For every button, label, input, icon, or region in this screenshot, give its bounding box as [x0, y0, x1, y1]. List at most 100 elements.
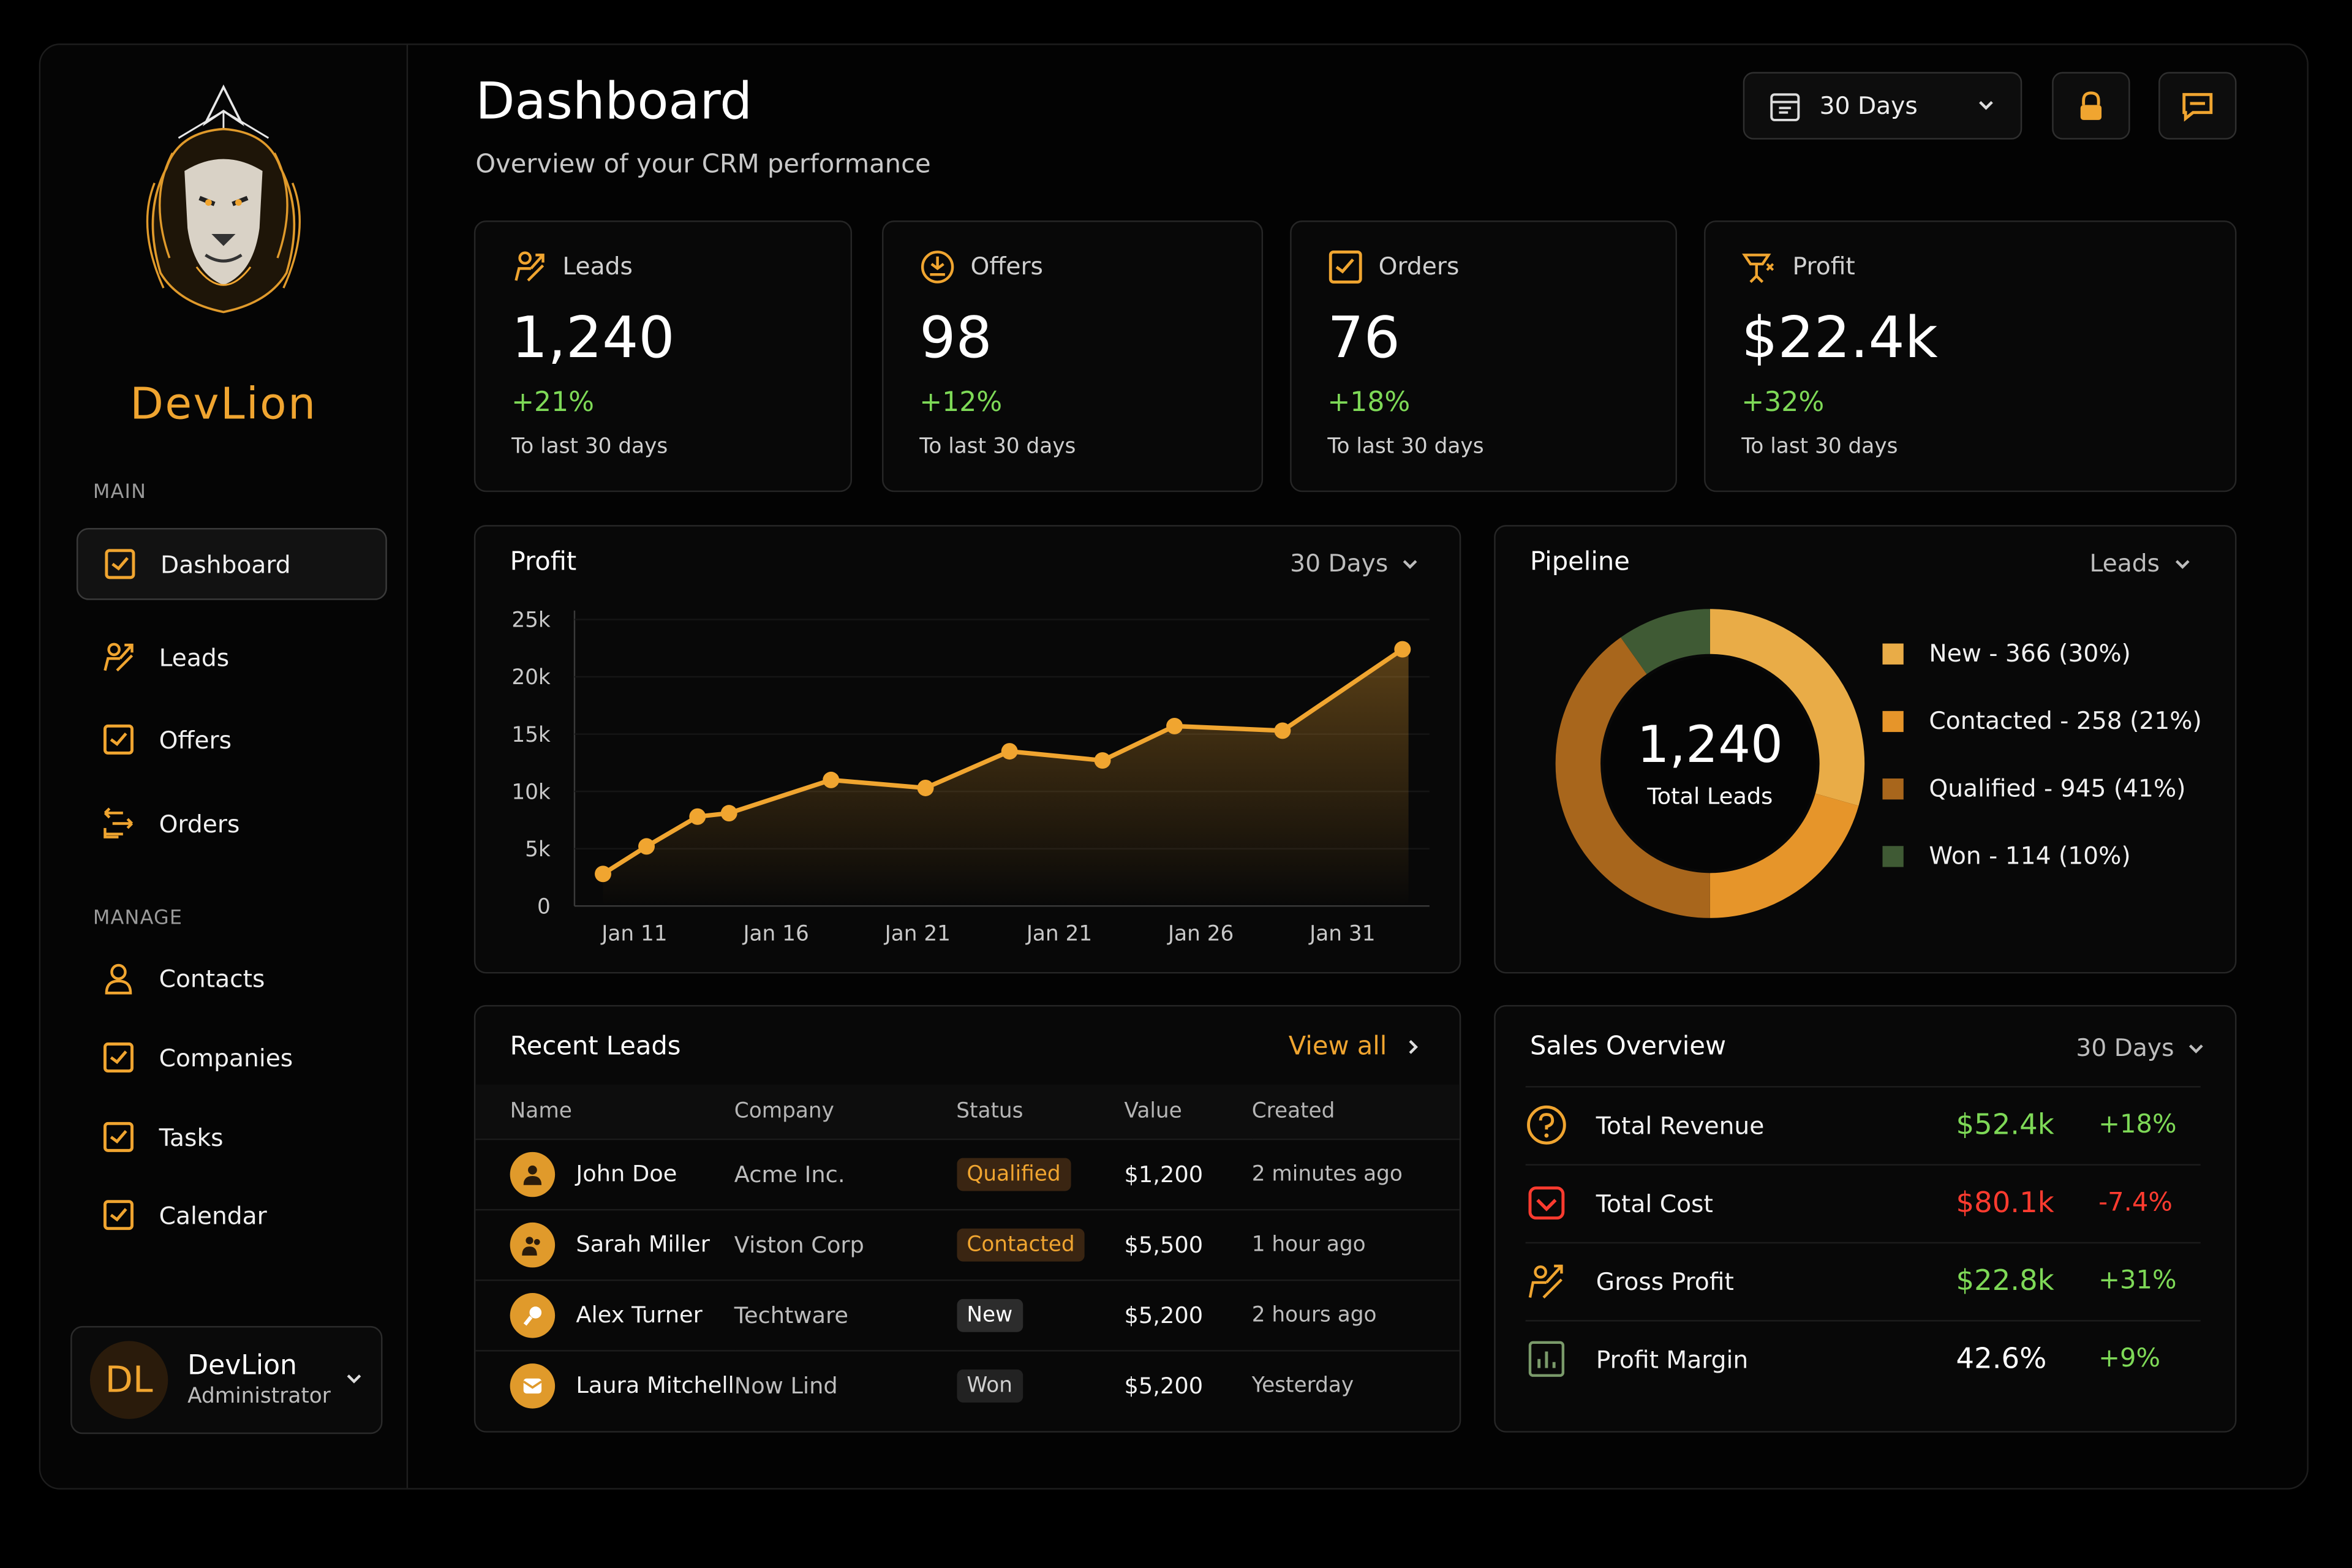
- page-title: Dashboard: [475, 72, 753, 132]
- y-tick-label: 15k: [511, 723, 551, 747]
- table-row[interactable]: Laura Mitchell Now Lind Won $5,200 Yeste…: [475, 1350, 1460, 1421]
- sales-row-profit-margin[interactable]: Profit Margin 42.6% +9%: [1525, 1320, 2201, 1396]
- column-header[interactable]: Status: [956, 1099, 1023, 1124]
- user-role: Administrator: [187, 1384, 331, 1409]
- sidebar-item-contacts[interactable]: Contacts: [77, 943, 384, 1012]
- sales-overview-card: Sales Overview 30 Days Total Revenue $52…: [1494, 1005, 2237, 1433]
- donut-segment: [1555, 637, 1711, 918]
- checkbox-icon: [100, 545, 140, 584]
- date-range-select[interactable]: 30 Days: [1743, 72, 2022, 140]
- lead-name: Laura Mitchell: [576, 1371, 734, 1399]
- offers-icon: [919, 249, 956, 285]
- column-header[interactable]: Created: [1251, 1099, 1335, 1124]
- sales-row-total-revenue[interactable]: Total Revenue $52.4k +18%: [1525, 1086, 2201, 1163]
- orders-icon: [99, 804, 138, 843]
- lead-company: Techtware: [734, 1279, 957, 1351]
- lead-created: 2 hours ago: [1251, 1279, 1460, 1351]
- column-header[interactable]: Value: [1124, 1099, 1182, 1124]
- profit-chart-card: Profit 30 Days 0 5k 10k 15k 20k 25k Jan 11 Jan …: [473, 525, 1461, 974]
- sidebar-item-companies[interactable]: Companies: [77, 1023, 384, 1092]
- legend-item: Qualified - 945 (41%): [1882, 774, 2186, 803]
- stat-card-profit[interactable]: Profit $22.4k +32% To last 30 days: [1704, 221, 2237, 492]
- stat-card-offers[interactable]: Offers 98 +12% To last 30 days: [882, 221, 1264, 492]
- donut-center: [1603, 657, 1817, 870]
- brand-name: DevLion: [130, 378, 317, 429]
- user-profile-card[interactable]: DL DevLion Administrator: [70, 1325, 383, 1434]
- legend-label: Contacted - 258 (21%): [1929, 706, 2202, 736]
- growth-icon: [1526, 1260, 1570, 1302]
- sidebar-item-leads[interactable]: Leads: [77, 622, 384, 692]
- lead-value: $1,200: [1124, 1138, 1252, 1210]
- checkbox-icon: [99, 1118, 138, 1157]
- stat-delta: +32%: [1741, 386, 1825, 419]
- profit-line-chart: 0 5k 10k 15k 20k 25k Jan 11 Jan 16 Jan 21 Jan 21 J…: [511, 608, 1430, 946]
- table-row[interactable]: Alex Turner Techtware New $5,200 2 hours…: [475, 1279, 1460, 1351]
- table-header-row: Name Company Status Value Created: [475, 1085, 1460, 1139]
- column-header[interactable]: Name: [510, 1099, 572, 1124]
- section-label-main: MAIN: [92, 481, 147, 504]
- user-name: DevLion: [187, 1350, 298, 1382]
- messages-button[interactable]: [2158, 72, 2237, 140]
- profit-data-point: [917, 780, 934, 796]
- profit-data-point: [1394, 641, 1411, 658]
- sidebar-item-calendar[interactable]: Calendar: [77, 1180, 384, 1250]
- stat-note: To last 30 days: [511, 435, 668, 459]
- profit-range-dropdown[interactable]: 30 Days: [1290, 549, 1421, 578]
- sidebar-item-offers[interactable]: Offers: [77, 705, 384, 774]
- lead-company: Now Lind: [734, 1350, 957, 1421]
- avatar: [510, 1363, 556, 1409]
- legend-item: Contacted - 258 (21%): [1882, 706, 2202, 736]
- lock-button[interactable]: [2052, 72, 2130, 140]
- legend-swatch: [1882, 777, 1904, 799]
- lead-name: John Doe: [576, 1160, 677, 1188]
- stat-card-leads[interactable]: Leads 1,240 +21% To last 30 days: [473, 221, 853, 492]
- question-circle-icon: [1526, 1104, 1570, 1146]
- sales-value: $22.8k: [1956, 1264, 2054, 1298]
- legend-label: Won - 114 (10%): [1929, 841, 2131, 870]
- sidebar-item-label: Dashboard: [160, 549, 291, 579]
- donut-segment: [1709, 609, 1865, 806]
- stat-value: $22.4k: [1741, 304, 1938, 371]
- stat-note: To last 30 days: [1327, 435, 1484, 459]
- sales-range-dropdown[interactable]: 30 Days: [2076, 1033, 2207, 1062]
- sidebar-item-label: Offers: [159, 725, 232, 754]
- sidebar-item-label: Calendar: [159, 1200, 267, 1229]
- lead-name: Alex Turner: [576, 1301, 703, 1329]
- sales-row-total-cost[interactable]: Total Cost $80.1k -7.4%: [1525, 1164, 2201, 1240]
- column-header[interactable]: Company: [734, 1099, 834, 1124]
- stat-label: Leads: [562, 252, 633, 281]
- view-all-link[interactable]: View all: [1289, 1032, 1423, 1062]
- lion-logo: [134, 78, 314, 318]
- pipeline-dropdown[interactable]: Leads: [2089, 549, 2192, 578]
- legend-label: Qualified - 945 (41%): [1929, 774, 2186, 803]
- recent-leads-card: Recent Leads View all Name Company Statu…: [473, 1005, 1461, 1433]
- sales-delta: +18%: [2098, 1110, 2177, 1140]
- profit-data-point: [823, 771, 840, 788]
- sidebar-item-orders[interactable]: Orders: [77, 789, 384, 858]
- profit-data-point: [1094, 752, 1111, 769]
- lead-name: Sarah Miller: [576, 1231, 710, 1258]
- y-tick-label: 0: [537, 894, 551, 919]
- sidebar-item-tasks[interactable]: Tasks: [77, 1102, 384, 1172]
- y-tick-label: 25k: [511, 608, 551, 633]
- pipeline-card: Pipeline Leads 1,240 Total Leads New - 3…: [1494, 525, 2237, 974]
- lead-value: $5,500: [1124, 1208, 1252, 1281]
- card-title: Profit: [510, 547, 577, 578]
- table-row[interactable]: Sarah Miller Viston Corp Contacted $5,50…: [475, 1208, 1460, 1281]
- sales-label: Total Revenue: [1596, 1110, 1765, 1140]
- leads-icon: [511, 249, 548, 285]
- stat-value: 98: [919, 304, 992, 371]
- x-tick-label: Jan 21: [884, 922, 951, 946]
- chevron-down-icon[interactable]: [344, 1366, 364, 1395]
- table-row[interactable]: John Doe Acme Inc. Qualified $1,200 2 mi…: [475, 1138, 1460, 1210]
- lead-created: Yesterday: [1251, 1350, 1460, 1421]
- sidebar-item-dashboard[interactable]: Dashboard: [76, 528, 387, 600]
- stat-note: To last 30 days: [919, 435, 1076, 459]
- date-range-label: 30 Days: [1819, 91, 1918, 120]
- sales-row-gross-profit[interactable]: Gross Profit $22.8k +31%: [1525, 1242, 2201, 1319]
- dropdown-label: Leads: [2089, 549, 2160, 578]
- profit-data-point: [1274, 722, 1291, 739]
- stat-delta: +21%: [511, 386, 595, 419]
- donut-segment: [1621, 609, 1711, 675]
- stat-card-orders[interactable]: Orders 76 +18% To last 30 days: [1290, 221, 1677, 492]
